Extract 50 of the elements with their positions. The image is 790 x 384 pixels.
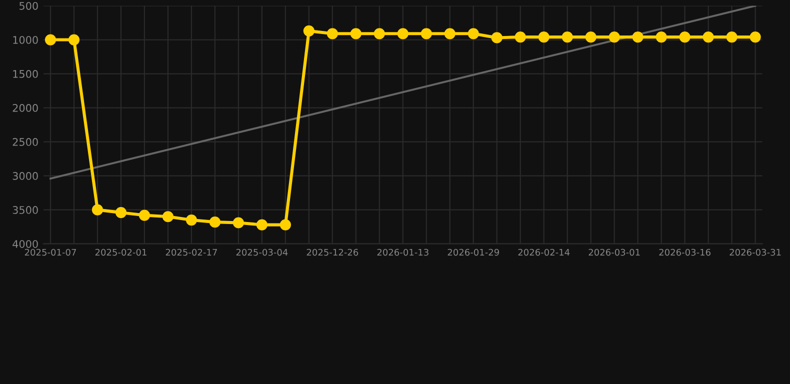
x-tick-label: 2025-02-17 bbox=[166, 248, 217, 256]
point bbox=[162, 211, 174, 222]
point bbox=[538, 31, 550, 43]
point bbox=[256, 219, 268, 230]
point bbox=[303, 25, 314, 36]
x-tick-label: 2026-03-31 bbox=[730, 248, 781, 256]
point bbox=[374, 28, 385, 40]
point bbox=[186, 214, 198, 226]
x-tick-label: 2025-03-04 bbox=[236, 248, 288, 256]
point bbox=[750, 31, 761, 43]
point bbox=[397, 28, 408, 40]
point bbox=[656, 31, 667, 43]
point bbox=[280, 219, 291, 230]
point bbox=[350, 28, 362, 40]
point bbox=[138, 210, 150, 221]
x-tick-label: 2025-12-26 bbox=[306, 248, 358, 256]
y-tick-label: 500 bbox=[20, 2, 38, 10]
point bbox=[514, 31, 526, 43]
x-tick-label: 2025-02-01 bbox=[95, 248, 146, 256]
y-tick-label: 3500 bbox=[12, 206, 38, 214]
x-tick-label: 2025-01-07 bbox=[24, 248, 76, 256]
point bbox=[585, 31, 596, 43]
x-tick-label: 2026-03-01 bbox=[588, 248, 640, 256]
point bbox=[468, 28, 479, 40]
point bbox=[562, 31, 573, 43]
y-tick-label: 4000 bbox=[12, 240, 38, 248]
point bbox=[702, 31, 714, 43]
point bbox=[92, 204, 104, 216]
y-tick-label: 3000 bbox=[12, 172, 38, 180]
x-tick-label: 2026-03-16 bbox=[659, 248, 710, 256]
point bbox=[444, 28, 456, 40]
point bbox=[209, 216, 221, 228]
y-tick-label: 1000 bbox=[13, 36, 38, 44]
point bbox=[608, 31, 620, 43]
point bbox=[679, 31, 690, 43]
point bbox=[726, 31, 738, 43]
x-tick-label: 2026-01-13 bbox=[377, 248, 428, 256]
point bbox=[326, 28, 338, 40]
point bbox=[68, 34, 80, 46]
point bbox=[115, 206, 127, 218]
y-tick-label: 2000 bbox=[12, 104, 38, 112]
point bbox=[420, 28, 432, 40]
x-tick-label: 2026-01-29 bbox=[448, 248, 499, 256]
point bbox=[632, 31, 644, 43]
point bbox=[232, 217, 244, 228]
point bbox=[44, 34, 56, 46]
point bbox=[491, 32, 502, 44]
y-tick-label: 2500 bbox=[12, 138, 38, 146]
x-tick-label: 2026-02-14 bbox=[518, 248, 570, 256]
y-tick-label: 1500 bbox=[13, 70, 38, 78]
